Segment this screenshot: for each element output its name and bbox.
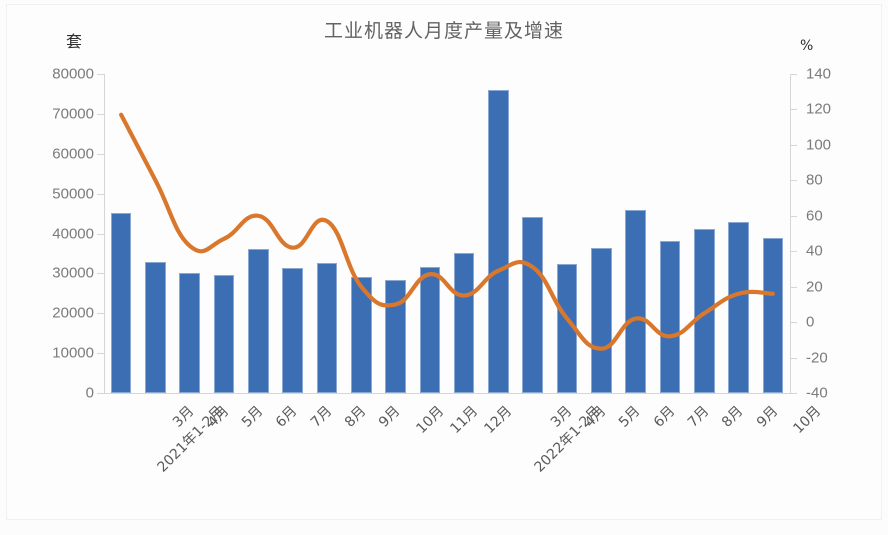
secondary-y-axis-unit-label: % (800, 38, 814, 54)
bar (659, 241, 681, 393)
bar (213, 274, 235, 393)
secondary-y-axis-tick-label: 100 (806, 136, 832, 154)
bar (762, 238, 784, 393)
secondary-y-axis-tick-label: -20 (806, 349, 828, 367)
chart-title: 工业机器人月度产量及增速 (323, 20, 564, 42)
y-axis-tick-label: 80000 (52, 65, 94, 83)
y-axis-tick (97, 233, 104, 235)
y-axis-tick (97, 393, 104, 394)
bar (693, 228, 715, 393)
bar (488, 89, 509, 393)
secondary-y-axis-tick (790, 144, 797, 146)
y-axis-tick (97, 273, 104, 275)
secondary-y-axis-tick-label: 80 (806, 171, 823, 189)
y-axis-tick-label: 60000 (52, 145, 94, 163)
secondary-y-axis-tick-label: 140 (806, 65, 832, 83)
bar (110, 212, 132, 393)
secondary-y-axis-tick-label: 60 (806, 207, 823, 225)
secondary-y-axis-tick (790, 393, 797, 394)
y-axis-tick (97, 313, 104, 315)
secondary-y-axis-tick (790, 322, 797, 324)
bar (625, 209, 646, 393)
bar (522, 217, 544, 393)
secondary-y-axis-tick-label: -40 (806, 384, 828, 402)
y-axis-tick (97, 153, 104, 155)
x-axis-baseline (104, 393, 790, 394)
y-axis-tick (97, 193, 104, 195)
bar (385, 280, 406, 393)
bar (282, 268, 303, 393)
secondary-y-axis-tick (790, 109, 797, 111)
secondary-y-axis-tick (790, 215, 797, 217)
bar (728, 221, 749, 393)
y-axis-tick-label: 10000 (52, 344, 94, 362)
y-axis-tick-label: 70000 (52, 105, 94, 123)
y-axis-tick-label: 30000 (52, 264, 94, 282)
y-axis-tick (97, 113, 104, 115)
bar (350, 277, 372, 393)
secondary-y-axis-tick-label: 40 (806, 242, 823, 260)
y-axis-tick-label: 40000 (52, 225, 94, 242)
bar (248, 248, 269, 393)
secondary-y-axis-tick-label: 120 (806, 100, 832, 118)
y-axis-tick-label: 20000 (52, 304, 94, 322)
chart-card (6, 4, 882, 520)
secondary-y-axis-tick (790, 357, 797, 359)
y-axis-tick (97, 74, 104, 75)
y-axis-unit-label: 套 (66, 32, 83, 51)
y-axis-tick-label: 50000 (52, 185, 94, 203)
bar (591, 248, 612, 393)
bar (453, 253, 475, 393)
secondary-y-axis-tick (790, 286, 797, 288)
axis-spine (790, 74, 791, 393)
bar (145, 261, 166, 393)
bar (179, 272, 201, 393)
y-axis-tick (97, 353, 104, 355)
y-axis-tick-label: 0 (85, 384, 94, 402)
bar (556, 263, 578, 393)
secondary-y-axis-tick (790, 74, 797, 75)
bar (316, 263, 338, 393)
secondary-y-axis-tick-label: 20 (806, 278, 823, 296)
secondary-y-axis-tick (790, 251, 797, 253)
secondary-y-axis-tick (790, 180, 797, 182)
secondary-y-axis-tick-label: 0 (806, 313, 815, 331)
bar (419, 266, 441, 393)
axis-spine (104, 74, 105, 393)
